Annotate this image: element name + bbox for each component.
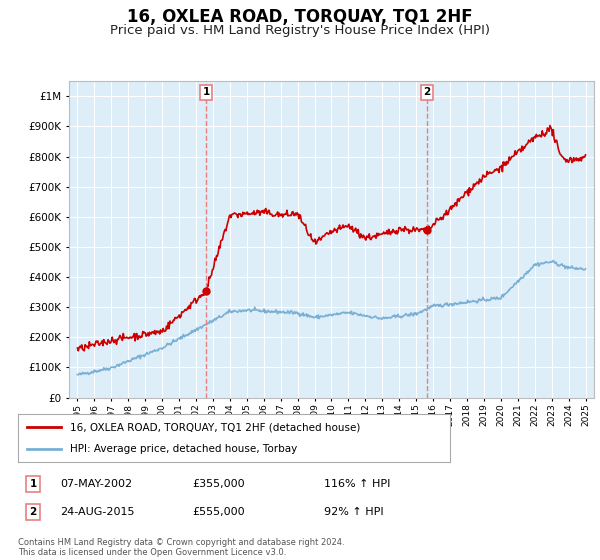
Text: 16, OXLEA ROAD, TORQUAY, TQ1 2HF: 16, OXLEA ROAD, TORQUAY, TQ1 2HF bbox=[127, 8, 473, 26]
Text: 1: 1 bbox=[203, 87, 210, 97]
Text: 2: 2 bbox=[29, 507, 37, 517]
Text: 92% ↑ HPI: 92% ↑ HPI bbox=[324, 507, 383, 517]
Text: 16, OXLEA ROAD, TORQUAY, TQ1 2HF (detached house): 16, OXLEA ROAD, TORQUAY, TQ1 2HF (detach… bbox=[70, 422, 360, 432]
Text: Contains HM Land Registry data © Crown copyright and database right 2024.
This d: Contains HM Land Registry data © Crown c… bbox=[18, 538, 344, 557]
Text: HPI: Average price, detached house, Torbay: HPI: Average price, detached house, Torb… bbox=[70, 444, 297, 454]
Text: £355,000: £355,000 bbox=[192, 479, 245, 489]
Text: 24-AUG-2015: 24-AUG-2015 bbox=[60, 507, 134, 517]
Text: 2: 2 bbox=[424, 87, 431, 97]
Text: 07-MAY-2002: 07-MAY-2002 bbox=[60, 479, 132, 489]
Text: 116% ↑ HPI: 116% ↑ HPI bbox=[324, 479, 391, 489]
Text: Price paid vs. HM Land Registry's House Price Index (HPI): Price paid vs. HM Land Registry's House … bbox=[110, 24, 490, 36]
Text: £555,000: £555,000 bbox=[192, 507, 245, 517]
Text: 1: 1 bbox=[29, 479, 37, 489]
